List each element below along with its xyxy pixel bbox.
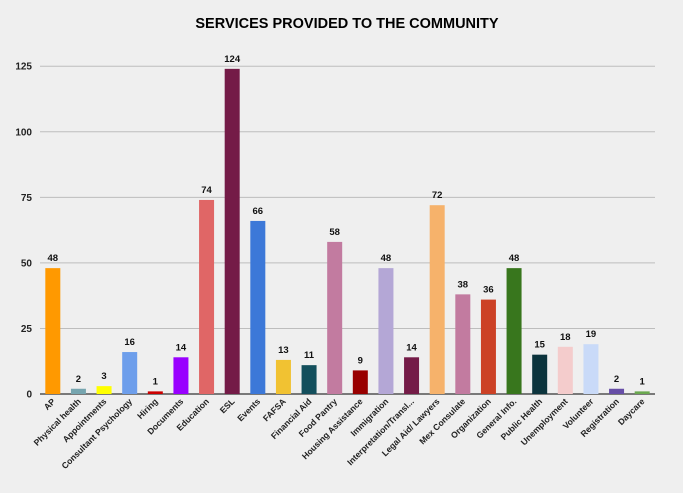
bar	[199, 199, 215, 394]
data-label: 58	[329, 227, 340, 238]
data-label: 74	[201, 185, 212, 196]
data-label: 1	[153, 376, 159, 387]
bar	[45, 268, 61, 394]
bar	[275, 359, 291, 394]
bar	[583, 344, 599, 394]
data-label: 9	[358, 355, 363, 366]
bar	[122, 352, 138, 394]
y-tick-label: 0	[26, 390, 32, 401]
y-tick-label: 75	[21, 193, 33, 204]
bar	[609, 388, 625, 394]
data-label: 16	[124, 337, 135, 348]
data-label: 18	[560, 332, 571, 343]
x-tick-label: Daycare	[616, 396, 647, 427]
data-label: 3	[101, 371, 106, 382]
y-tick-label: 125	[15, 62, 32, 73]
bar	[250, 220, 266, 394]
data-label: 2	[76, 374, 81, 385]
x-tick-label: Events	[235, 396, 262, 423]
data-label: 19	[586, 329, 597, 340]
bar	[96, 386, 112, 394]
data-label: 38	[458, 279, 469, 290]
bar	[301, 365, 317, 394]
data-label: 14	[176, 342, 187, 353]
y-tick-label: 25	[21, 324, 33, 335]
bar	[429, 205, 445, 394]
data-label: 1	[640, 376, 646, 387]
x-tick-label: AP	[42, 396, 58, 412]
bar	[147, 391, 163, 394]
bar	[557, 346, 573, 394]
data-label: 48	[48, 253, 59, 264]
bar	[70, 388, 86, 394]
data-label: 36	[483, 285, 494, 296]
data-label: 14	[406, 342, 417, 353]
bar	[378, 268, 394, 394]
data-label: 48	[509, 253, 520, 264]
bar	[532, 354, 548, 394]
bar	[634, 391, 650, 394]
data-label: 13	[278, 345, 289, 356]
y-tick-label: 100	[15, 127, 32, 138]
y-tick-label: 50	[21, 258, 33, 269]
bar	[404, 357, 420, 394]
bar	[352, 370, 368, 394]
data-label: 124	[224, 54, 241, 65]
data-labels: 48 2 3 16 1 14 74 124 66 13 11 58 9 48 14 72 38 36 48 15 18 1…	[48, 54, 646, 388]
bars	[45, 68, 650, 394]
chart-title: SERVICES PROVIDED TO THE COMMUNITY	[195, 16, 499, 32]
bar	[327, 241, 343, 394]
gridlines	[40, 65, 655, 395]
y-axis-ticks: 0 25 50 75 100 125	[15, 62, 32, 401]
data-label: 15	[534, 340, 545, 351]
bar	[224, 68, 240, 394]
bar	[506, 268, 522, 394]
data-label: 72	[432, 190, 443, 201]
data-label: 48	[381, 253, 392, 264]
bar	[173, 357, 189, 394]
bar	[455, 294, 471, 394]
data-label: 66	[253, 206, 264, 217]
data-label: 11	[304, 350, 315, 361]
data-label: 2	[614, 374, 619, 385]
bar	[480, 299, 496, 394]
x-tick-label: ESL	[218, 396, 237, 415]
